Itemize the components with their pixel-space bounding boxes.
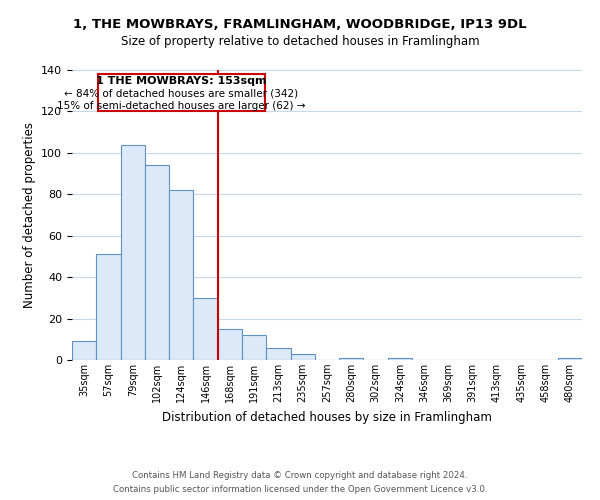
Bar: [290, 354, 315, 360]
Bar: [218, 329, 242, 360]
Bar: [558, 358, 582, 360]
Text: 1 THE MOWBRAYS: 153sqm: 1 THE MOWBRAYS: 153sqm: [96, 76, 266, 86]
Text: Contains HM Land Registry data © Crown copyright and database right 2024.: Contains HM Land Registry data © Crown c…: [132, 472, 468, 480]
Bar: [388, 358, 412, 360]
Text: ← 84% of detached houses are smaller (342): ← 84% of detached houses are smaller (34…: [64, 89, 298, 99]
Bar: [242, 335, 266, 360]
X-axis label: Distribution of detached houses by size in Framlingham: Distribution of detached houses by size …: [162, 410, 492, 424]
Text: Contains public sector information licensed under the Open Government Licence v3: Contains public sector information licen…: [113, 484, 487, 494]
Bar: [145, 166, 169, 360]
FancyBboxPatch shape: [97, 74, 265, 112]
Text: Size of property relative to detached houses in Framlingham: Size of property relative to detached ho…: [121, 35, 479, 48]
Y-axis label: Number of detached properties: Number of detached properties: [23, 122, 35, 308]
Bar: [96, 254, 121, 360]
Bar: [193, 298, 218, 360]
Text: 15% of semi-detached houses are larger (62) →: 15% of semi-detached houses are larger (…: [57, 101, 305, 112]
Bar: [169, 190, 193, 360]
Bar: [266, 348, 290, 360]
Bar: [121, 144, 145, 360]
Bar: [72, 342, 96, 360]
Text: 1, THE MOWBRAYS, FRAMLINGHAM, WOODBRIDGE, IP13 9DL: 1, THE MOWBRAYS, FRAMLINGHAM, WOODBRIDGE…: [73, 18, 527, 30]
Bar: [339, 358, 364, 360]
